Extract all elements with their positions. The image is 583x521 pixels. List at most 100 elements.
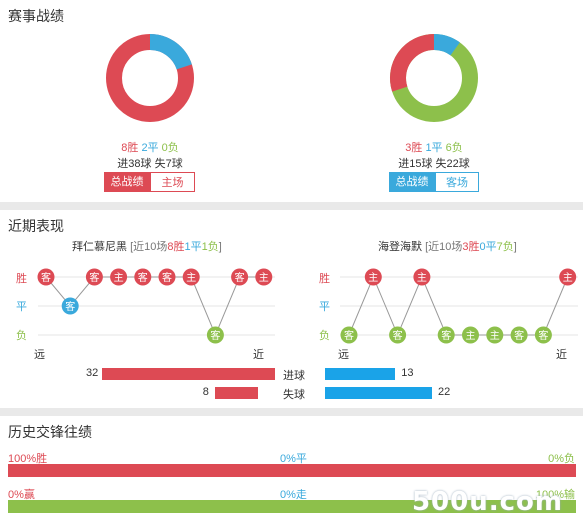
right-form-venue-label: 主 [466,330,476,342]
right-tab-overall[interactable]: 总战绩 [389,172,435,192]
h2h-push-pct: 0%走 [280,489,307,501]
left-form-venue-label: 客 [89,271,99,284]
left-form-line [45,276,264,337]
h2h-cover-pct: 0%赢 [8,489,35,501]
recent-form-chart: 客客客主客客主客客 主客主客主客主主客客主 [37,268,578,344]
left-form-venue-label: 主 [114,272,124,284]
site-watermark: 500u.com [411,487,563,517]
right-ylabel-win: 胜 [319,273,330,285]
right-form-venue-label: 客 [344,329,354,342]
left-form-venue-label: 客 [41,271,51,284]
right-goals-value: 13 [401,367,414,379]
left-loss-count: 0负 [161,142,179,154]
left-form-venue-label: 客 [65,300,75,313]
right-donut-draw [433,34,460,56]
left-team-summary: 拜仁慕尼黑 [近10场8胜1平1负] [72,238,222,254]
right-form-point[interactable] [486,326,504,344]
left-form-point[interactable] [231,268,249,286]
left-form-point[interactable] [61,297,79,315]
left-form-venue-label: 主 [259,272,269,284]
left-summary-w: 8胜 [167,241,185,253]
right-team-name: 海登海默 [378,241,422,253]
right-summary-prefix: [近10场 [425,241,463,253]
right-form-point[interactable] [389,326,407,344]
left-form-point[interactable] [182,268,200,286]
right-form-point[interactable] [510,326,528,344]
left-form-venue-label: 客 [138,271,148,284]
left-conceded-bar [214,387,258,399]
right-form-point[interactable] [413,268,431,286]
right-form-venue-label: 客 [538,329,548,342]
right-summary-w: 3胜 [462,241,480,253]
right-form-point[interactable] [340,326,358,344]
left-form-point[interactable] [110,268,128,286]
right-form-venue-label: 主 [417,272,427,284]
conceded-label: 失球 [283,389,305,401]
right-ylabel-draw: 平 [319,301,330,313]
right-summary-d: 0平 [479,241,497,253]
left-near-label: 近 [253,349,264,361]
right-goals-bar [325,368,396,380]
right-summary-suffix: ] [513,241,517,253]
right-summary-l: 7负 [496,241,514,253]
right-form-venue-label: 主 [490,330,500,342]
right-ylabel-loss: 负 [319,330,330,342]
left-summary-l: 1负 [201,241,219,253]
left-wdl-line: 8胜 2平 0负 [50,139,250,155]
h2h-result-bar [8,464,576,477]
left-form-point[interactable] [37,268,55,286]
right-donut-win [390,34,435,92]
right-wdl-line: 3胜 1平 6负 [334,139,534,155]
right-near-label: 近 [556,349,567,361]
left-form-point[interactable] [85,268,103,286]
right-form-point[interactable] [462,326,479,344]
right-form-point[interactable] [437,326,455,344]
right-far-label: 远 [338,349,349,361]
right-form-venue-label: 客 [393,329,403,342]
head-to-head-panel: 历史交锋往绩 100%胜 0%平 0%负 0%赢 0%走 100%输 500u.… [0,416,583,521]
left-form-venue-label: 客 [235,271,245,284]
left-ylabel-draw: 平 [16,301,27,313]
left-form-point[interactable] [134,268,152,286]
h2h-handicap-bar [8,500,576,513]
right-tab-away[interactable]: 客场 [435,172,479,192]
left-goals: 进38球 [117,158,152,170]
left-form-point[interactable] [158,268,176,286]
right-form-point[interactable] [364,268,382,286]
left-form-venue-label: 客 [162,271,172,284]
right-conceded-value: 22 [438,386,451,398]
goals-label: 进球 [283,370,305,382]
recent-form-panel: 近期表现 拜仁慕尼黑 [近10场8胜1平1负] 海登海默 [近10场3胜0平7负… [0,210,583,408]
left-draw-count: 2平 [141,142,159,154]
right-draw-count: 1平 [425,142,443,154]
left-ylabel-win: 胜 [16,273,27,285]
right-donut-chart [390,34,478,122]
right-form-venue-label: 主 [368,272,378,284]
left-goals-value: 32 [86,367,99,379]
left-form-point[interactable] [206,326,224,344]
h2h-lose-pct: 100%输 [535,489,575,501]
left-conceded-value: 8 [202,386,209,398]
right-form-point[interactable] [559,268,577,286]
right-form-venue-label: 主 [563,272,573,284]
right-form-point[interactable] [534,326,552,344]
section-title-h2h: 历史交锋往绩 [8,424,92,440]
left-form-point[interactable] [255,268,273,286]
left-summary-suffix: ] [218,241,222,253]
left-summary-d: 1平 [184,241,202,253]
left-donut-chart [106,34,194,122]
match-record-panel: 赛事战绩 8胜 2平 0负 进38球 失7球 总战绩 主场 3胜 1平 6负 进… [0,0,583,202]
right-goals-line: 进15球 失22球 [334,155,534,171]
left-conceded: 失7球 [154,158,183,170]
right-goals: 进15球 [398,158,433,170]
left-tab-overall[interactable]: 总战绩 [104,172,150,192]
right-loss-count: 6负 [445,142,463,154]
left-donut-draw [149,34,192,70]
left-tab-home[interactable]: 主场 [150,172,195,192]
section-title-record: 赛事战绩 [8,8,64,24]
left-summary-prefix: [近10场 [130,241,168,253]
left-goals-line: 进38球 失7球 [50,155,250,171]
h2h-loss-pct: 0%负 [548,453,575,465]
h2h-draw-pct: 0%平 [280,453,307,465]
right-form-venue-label: 客 [441,329,451,342]
